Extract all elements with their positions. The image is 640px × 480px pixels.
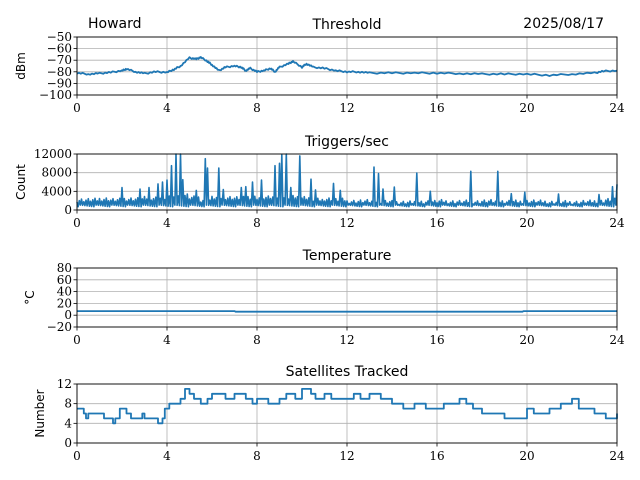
x-tick-label: 16: [429, 333, 444, 347]
station-label: Howard: [88, 16, 142, 32]
x-tick-label: 20: [519, 216, 534, 230]
x-tick-label: 4: [163, 216, 171, 230]
y-axis-label: °C: [23, 290, 37, 304]
y-tick-label: −60: [47, 42, 72, 56]
x-tick-label: 8: [253, 333, 261, 347]
x-tick-label: 12: [339, 333, 354, 347]
x-tick-label: 8: [253, 449, 261, 463]
y-tick-label: 0: [64, 308, 72, 322]
series-line: [76, 153, 618, 208]
subplot-4: 0 4 8 12 16 20 24 12 8 4 0 Satellites Tracked Number: [33, 364, 625, 463]
y-tick-label: −100: [39, 88, 72, 102]
x-tick-label: 24: [609, 333, 625, 347]
y-tick-label: 8000: [41, 166, 72, 180]
y-tick-label: 80: [57, 261, 72, 275]
y-tick-label: 20: [57, 296, 72, 310]
y-tick-label: 0: [64, 436, 72, 450]
x-tick-label: 0: [73, 333, 81, 347]
y-tick-label: 60: [57, 273, 72, 287]
subplot-2: 0 4 8 12 16 20 24 12000 8000 4000 0 Triggers/sec Cou…: [14, 134, 625, 230]
y-tick-label: −80: [47, 65, 72, 79]
y-tick-label: 4000: [41, 184, 72, 198]
x-tick-label: 24: [609, 216, 625, 230]
series-line: [76, 56, 618, 77]
date-label: 2025/08/17: [523, 16, 604, 32]
y-tick-label: 12000: [34, 147, 72, 161]
y-axis-label: dBm: [14, 52, 28, 80]
x-tick-label: 4: [163, 101, 171, 115]
y-tick-label: 8: [64, 397, 72, 411]
x-tick-label: 16: [429, 101, 444, 115]
x-tick-label: 12: [339, 216, 354, 230]
subplot-title: Satellites Tracked: [286, 364, 409, 380]
y-tick-label: 0: [64, 203, 72, 217]
y-tick-label: 40: [57, 285, 72, 299]
x-tick-label: 16: [429, 449, 444, 463]
y-tick-label: 4: [64, 416, 72, 430]
y-tick-label: −50: [47, 30, 72, 44]
series-line: [77, 310, 617, 313]
x-tick-label: 8: [253, 101, 261, 115]
x-tick-label: 4: [163, 449, 171, 463]
y-tick-label: −20: [47, 320, 72, 334]
x-tick-label: 24: [609, 101, 625, 115]
x-tick-label: 0: [73, 101, 81, 115]
subplot-title: Triggers/sec: [304, 134, 389, 150]
y-tick-label: −90: [47, 76, 72, 90]
x-tick-label: 20: [519, 449, 534, 463]
y-axis-label: Number: [33, 389, 47, 437]
y-tick-label: 12: [57, 377, 72, 391]
y-axis-label: Count: [14, 164, 28, 200]
x-tick-label: 16: [429, 216, 444, 230]
x-tick-label: 0: [73, 449, 81, 463]
y-tick-label: −70: [47, 53, 72, 67]
axes-frame: [76, 383, 618, 444]
axes-frame: [76, 153, 618, 211]
axes-frame: [76, 36, 618, 96]
x-tick-label: 12: [339, 449, 354, 463]
x-tick-label: 20: [519, 101, 534, 115]
x-tick-label: 24: [609, 449, 625, 463]
x-tick-label: 4: [163, 333, 171, 347]
subplot-1: 0 4 8 12 16 20 24 −50−60−70−80−90−100 Threshold d…: [14, 17, 625, 115]
subplot-title: Threshold: [312, 17, 382, 33]
x-tick-label: 12: [339, 101, 354, 115]
x-tick-label: 0: [73, 216, 81, 230]
x-tick-label: 20: [519, 333, 534, 347]
subplot-title: Temperature: [302, 248, 392, 264]
series-line: [77, 387, 618, 425]
axes-frame: [76, 267, 618, 328]
x-tick-label: 8: [253, 216, 261, 230]
